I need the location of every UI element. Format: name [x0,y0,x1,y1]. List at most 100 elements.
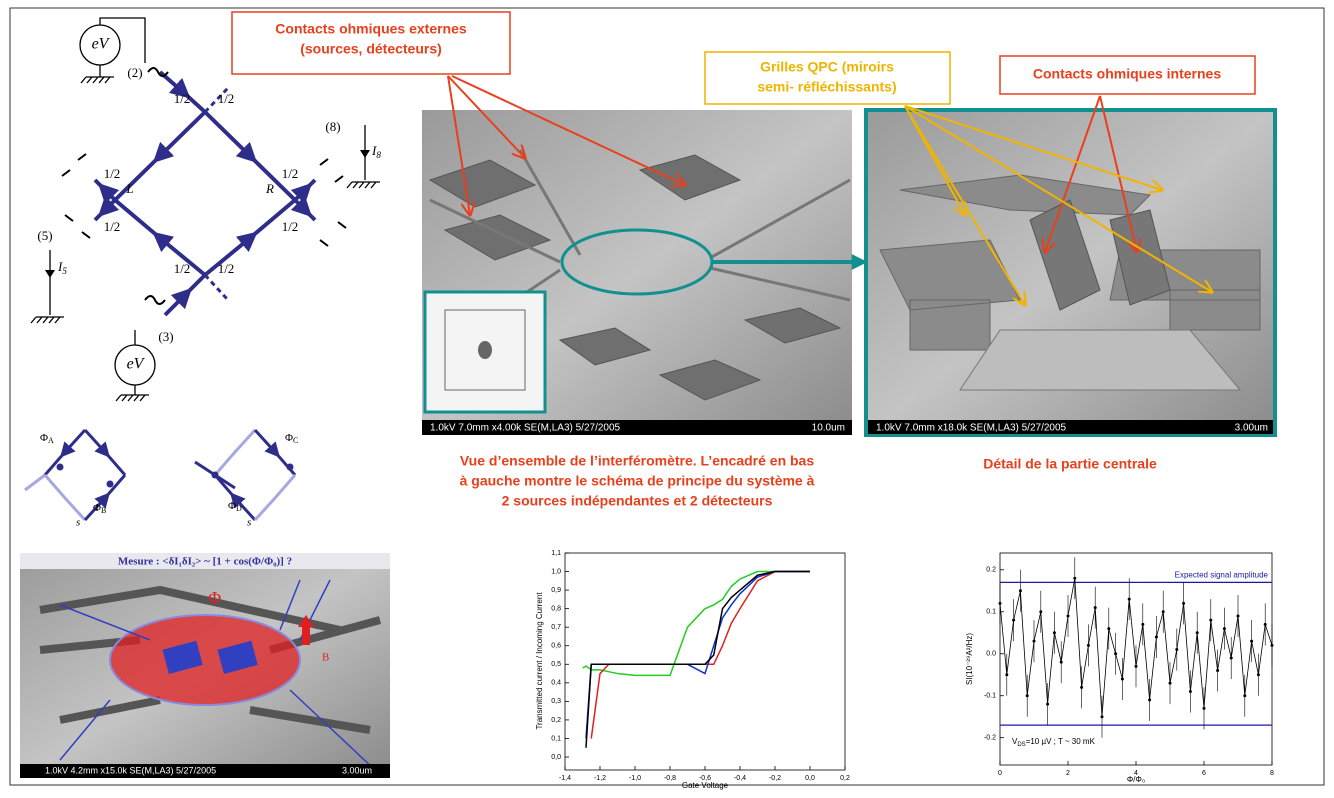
data-point [1162,610,1165,613]
subscript: 5 [62,266,67,276]
image-title: Mesure : <δI₁δI₂> ~ [1 + cos(Φ/Φ₀)] ? [118,556,292,568]
subscript: A [48,436,54,445]
circuit-label: 1/2 [282,166,299,181]
x-tick-label: 8 [1270,770,1274,777]
y-tick-label: -0.2 [984,735,996,742]
y-tick-label: 0,4 [551,680,561,687]
data-point [1148,698,1151,701]
source-label: s [247,517,251,529]
y-tick-label: 0,6 [551,643,561,650]
subscript: D [236,504,242,513]
data-point [1209,619,1212,622]
callout-text: semi- réfléchissants) [757,79,896,95]
data-point [1264,623,1267,626]
data-point [1005,673,1008,676]
caption: 2 sources indépendantes et 2 détecteurs [502,493,773,509]
data-point [1243,694,1246,697]
y-tick-label: 1,1 [551,550,561,557]
data-point [1039,610,1042,613]
circuit-label: 1/2 [282,219,299,234]
caption: Vue d’ensemble de l’interféromètre. L’en… [460,453,814,469]
symbol: Φ [285,432,293,444]
sem-image-overview: 1.0kV 7.0mm x4.00k SE(M,LA3) 5/27/2005 1… [422,110,852,435]
x-tick-label: -0,8 [664,775,676,782]
data-point [1271,644,1274,647]
image-label: Φ [208,588,221,608]
y-tick-label: 1,0 [551,568,561,575]
circuit-label: eV [127,356,146,373]
x-tick-label: 0,2 [840,775,850,782]
data-point [1155,635,1158,638]
data-point [1019,589,1022,592]
data-line [586,572,810,748]
phase-label: ΦB [93,502,106,515]
callout: Contacts ohmiques externes (sources, dét… [232,12,510,74]
callout-text: Contacts ohmiques externes [275,21,467,37]
image-scale: 3.00um [1235,423,1268,434]
circuit-label: eV [92,36,111,53]
symbol: Φ [228,500,236,512]
y-tick-label: 0,2 [551,717,561,724]
annotation: VDS=10 µV ; T ~ 30 mK [1012,737,1096,747]
image-scale: 10.0um [812,423,845,434]
reference-label: Expected signal amplitude [1175,570,1269,579]
data-point [1046,703,1049,706]
y-tick-label: -0.1 [984,693,996,700]
x-tick-label: 6 [1202,770,1206,777]
source-label: s [76,517,80,529]
data-point [1073,577,1076,580]
y-tick-label: 0,1 [551,735,561,742]
x-tick-label: -1,2 [594,775,606,782]
circuit-label: 1/2 [218,261,235,276]
image-info: 1.0kV 7.0mm x4.00k SE(M,LA3) 5/27/2005 [430,423,621,434]
data-point [1114,652,1117,655]
callout-text: Grilles QPC (miroirs [760,59,894,75]
subscript: 8 [376,150,381,160]
current-label: I5 [57,259,67,276]
x-tick-label: 0 [998,770,1002,777]
y-tick-label: 0,3 [551,698,561,705]
data-point [1012,619,1015,622]
data-point [1128,598,1131,601]
x-tick-label: -1,0 [629,775,641,782]
data-point [1237,614,1240,617]
y-tick-label: 0,5 [551,661,561,668]
phase-label: ΦC [285,432,298,445]
subscript: B [101,506,106,515]
x-tick-label: -0,2 [769,775,781,782]
symbol: Φ [40,432,48,444]
circuit-label: 1/2 [104,219,121,234]
y-axis-label: SI(10⁻²⁹A²/Hz) [965,633,974,685]
data-point [999,602,1002,605]
y-tick-label: 0.0 [986,651,996,658]
callout: Grilles QPC (miroirs semi- réfléchissant… [705,52,950,104]
y-tick-label: 0.1 [986,609,996,616]
circuit-label: L [125,181,133,196]
data-point [1101,715,1104,718]
y-tick-label: 0.2 [986,567,996,574]
circuit-label: 1/2 [174,261,191,276]
data-point [1175,648,1178,651]
callout: Contacts ohmiques internes [1000,56,1255,94]
data-point [1203,707,1206,710]
annotation-text: =10 µV ; T ~ 30 mK [1026,737,1096,746]
current-label: I8 [371,143,381,160]
plot-frame [565,553,845,770]
subscript: DS [1017,742,1025,748]
symbol: Φ [93,502,101,514]
x-tick-label: -0,6 [699,775,711,782]
x-tick-label: 2 [1066,770,1070,777]
y-tick-label: 0,9 [551,587,561,594]
data-point [1135,665,1138,668]
sem-image-measurement: Mesure : <δI₁δI₂> ~ [1 + cos(Φ/Φ₀)] ? Φ … [20,553,390,778]
data-point [1196,631,1199,634]
y-axis-label: Transmitted current / Incoming Current [535,592,544,730]
data-line [591,572,810,739]
circuit-label: 1/2 [218,91,235,106]
data-point [1257,673,1260,676]
data-point [1026,694,1029,697]
phase-diagrams: ΦA ΦB s ΦC ΦD s [25,430,298,529]
data-line [583,572,811,676]
x-tick-label: 4 [1134,770,1138,777]
y-tick-label: 0,0 [551,754,561,761]
